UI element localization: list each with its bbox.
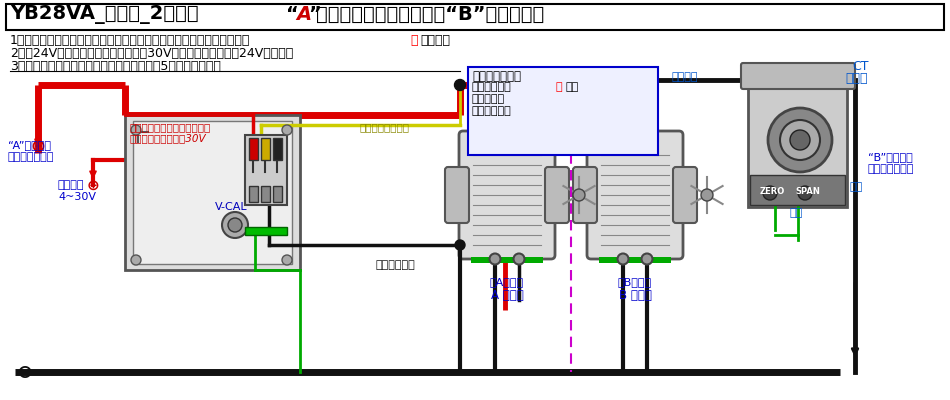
- Circle shape: [514, 254, 524, 264]
- Circle shape: [131, 125, 141, 135]
- FancyBboxPatch shape: [748, 83, 847, 207]
- Text: 调零: 调零: [790, 208, 804, 218]
- Bar: [245, 135, 287, 205]
- Text: 互感器: 互感器: [845, 72, 867, 85]
- Text: V-CAL: V-CAL: [215, 202, 248, 212]
- Text: 设备的电压、同时可测试“B”设备的电流: 设备的电压、同时可测试“B”设备的电流: [316, 5, 544, 24]
- Text: ⊖: ⊖: [16, 362, 32, 382]
- Bar: [6, 4, 944, 30]
- Circle shape: [701, 189, 713, 201]
- FancyBboxPatch shape: [673, 167, 697, 223]
- Text: （B负载）: （B负载）: [618, 277, 652, 287]
- Text: 电流: 电流: [565, 82, 579, 92]
- Circle shape: [489, 254, 501, 264]
- Text: ZERO: ZERO: [760, 187, 786, 196]
- Text: 正: 正: [410, 34, 417, 47]
- Text: 电流表小数点：: 电流表小数点：: [472, 70, 521, 83]
- Circle shape: [790, 130, 810, 150]
- Text: SPAN: SPAN: [795, 187, 820, 196]
- Text: “B”设备供电: “B”设备供电: [868, 152, 913, 162]
- Circle shape: [455, 240, 465, 250]
- Bar: [133, 121, 292, 264]
- Circle shape: [573, 189, 585, 201]
- Circle shape: [131, 255, 141, 265]
- Text: 3，为了得到更精准的测量，建议通电先预热5分钟以上再校准: 3，为了得到更精准的测量，建议通电先预热5分钟以上再校准: [10, 60, 220, 73]
- Circle shape: [228, 218, 242, 232]
- Text: 慢闪：负电流: 慢闪：负电流: [472, 106, 512, 116]
- Bar: [471, 257, 543, 263]
- Bar: [261, 186, 270, 202]
- Bar: [750, 175, 845, 205]
- Text: 之间的电压不能超过30V: 之间的电压不能超过30V: [130, 133, 207, 143]
- Circle shape: [627, 125, 643, 141]
- FancyBboxPatch shape: [741, 63, 855, 89]
- Text: 1，互感器可以任意的串在正极、负极、测试线路中某一条线路或设备的: 1，互感器可以任意的串在正极、负极、测试线路中某一条线路或设备的: [10, 34, 251, 47]
- FancyBboxPatch shape: [587, 131, 683, 259]
- Text: ⊕: ⊕: [86, 178, 100, 192]
- Text: YB28VA_接线图_2：测试: YB28VA_接线图_2：测试: [10, 5, 199, 24]
- Bar: [261, 138, 270, 160]
- Circle shape: [454, 80, 466, 90]
- Bar: [249, 186, 258, 202]
- Bar: [468, 67, 658, 155]
- Text: 红线：表头供电正极，与黑线: 红线：表头供电正极，与黑线: [130, 122, 211, 132]
- Circle shape: [798, 186, 812, 200]
- Text: 4~30V: 4~30V: [58, 192, 96, 202]
- Circle shape: [641, 254, 653, 264]
- Circle shape: [282, 255, 292, 265]
- Circle shape: [763, 186, 777, 200]
- Bar: [125, 115, 300, 270]
- FancyBboxPatch shape: [545, 167, 569, 223]
- Text: （用电器供电）: （用电器供电）: [8, 152, 54, 162]
- FancyBboxPatch shape: [573, 167, 597, 223]
- Circle shape: [222, 212, 248, 238]
- Bar: [599, 257, 671, 263]
- Text: “: “: [286, 5, 298, 24]
- Text: CT: CT: [852, 60, 868, 73]
- Text: 快闪：零点: 快闪：零点: [472, 94, 505, 104]
- Text: 、负电流: 、负电流: [420, 34, 450, 47]
- Bar: [273, 138, 282, 160]
- Text: B 用电器: B 用电器: [618, 289, 652, 302]
- FancyBboxPatch shape: [445, 167, 469, 223]
- Circle shape: [780, 120, 820, 160]
- Text: 常亮或不亮：: 常亮或不亮：: [472, 82, 512, 92]
- Bar: [245, 227, 287, 235]
- Bar: [249, 138, 258, 160]
- Text: 黄线：电压测试端: 黄线：电压测试端: [360, 122, 410, 132]
- Bar: [273, 186, 282, 202]
- Text: 一次穿过: 一次穿过: [672, 72, 698, 82]
- Text: 正: 正: [556, 82, 562, 92]
- Text: 调幅: 调幅: [850, 182, 864, 192]
- Text: （用电器供电）: （用电器供电）: [868, 164, 914, 174]
- Circle shape: [499, 125, 515, 141]
- Text: A 用电器: A 用电器: [490, 289, 523, 302]
- Text: （A负载）: （A负载）: [490, 277, 524, 287]
- Text: “A”设备供电: “A”设备供电: [8, 140, 51, 150]
- Text: A: A: [296, 5, 312, 24]
- Text: 2，因24V电瓶充饱后电压有机会超过30V，所以不建议直接用24V电瓶供电: 2，因24V电瓶充饱后电压有机会超过30V，所以不建议直接用24V电瓶供电: [10, 47, 294, 60]
- Text: 表供电：: 表供电：: [58, 180, 85, 190]
- FancyBboxPatch shape: [459, 131, 555, 259]
- Circle shape: [618, 254, 629, 264]
- Text: ”: ”: [308, 5, 321, 24]
- Circle shape: [282, 125, 292, 135]
- Circle shape: [768, 108, 832, 172]
- Text: ⊕: ⊕: [30, 138, 46, 156]
- Text: 黑线：公共地: 黑线：公共地: [375, 260, 415, 270]
